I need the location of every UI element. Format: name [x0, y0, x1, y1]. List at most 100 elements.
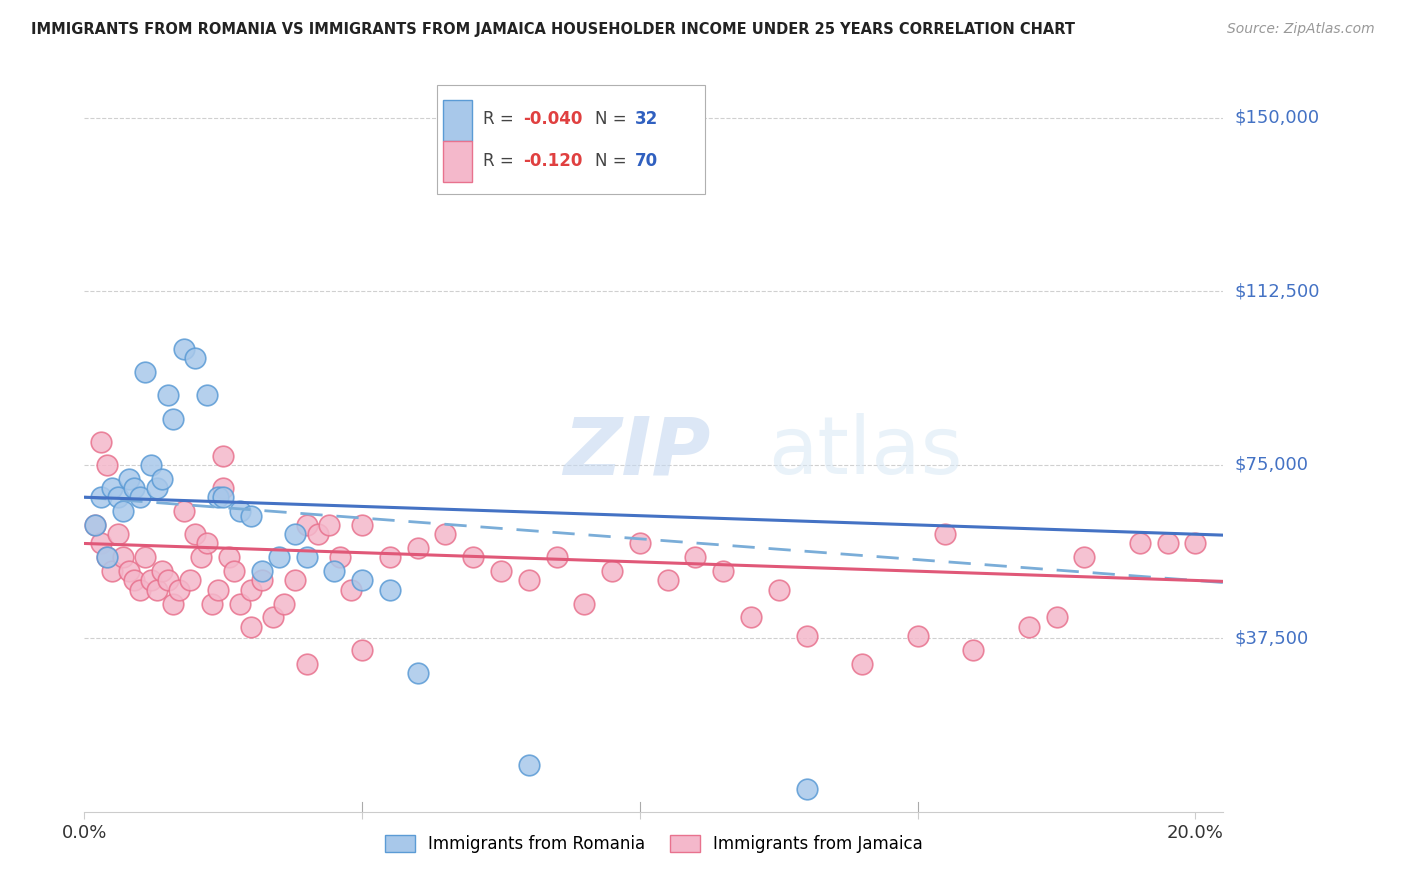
Text: $75,000: $75,000 — [1234, 456, 1309, 474]
Point — [129, 490, 152, 504]
Point — [179, 574, 201, 588]
Point — [150, 472, 173, 486]
Point — [134, 365, 156, 379]
Point — [1045, 610, 1067, 624]
Point — [90, 434, 112, 449]
Point — [195, 536, 218, 550]
Point — [139, 458, 162, 472]
Point — [352, 518, 374, 533]
Point — [267, 550, 290, 565]
Point — [378, 550, 401, 565]
Point — [352, 643, 374, 657]
Text: 32: 32 — [634, 110, 658, 128]
Point — [600, 564, 623, 578]
Bar — [443, 141, 471, 182]
Point — [156, 574, 179, 588]
Point — [207, 582, 229, 597]
Point — [190, 550, 212, 565]
Text: -0.120: -0.120 — [523, 153, 582, 170]
Point — [229, 597, 252, 611]
Legend: Immigrants from Romania, Immigrants from Jamaica: Immigrants from Romania, Immigrants from… — [378, 828, 929, 860]
Point — [295, 657, 318, 671]
Point — [517, 758, 540, 772]
Point — [145, 582, 167, 597]
Text: $150,000: $150,000 — [1234, 109, 1319, 127]
Point — [768, 582, 790, 597]
Point — [118, 564, 141, 578]
Point — [212, 449, 235, 463]
Point — [112, 504, 135, 518]
Text: $37,500: $37,500 — [1234, 629, 1309, 648]
Point — [685, 550, 707, 565]
Point — [378, 582, 401, 597]
Text: N =: N = — [595, 110, 626, 128]
Point — [212, 481, 235, 495]
Point — [96, 550, 118, 565]
Point — [167, 582, 190, 597]
Point — [1073, 550, 1095, 565]
Point — [463, 550, 485, 565]
Point — [406, 541, 429, 555]
Text: Source: ZipAtlas.com: Source: ZipAtlas.com — [1227, 22, 1375, 37]
Point — [340, 582, 363, 597]
Point — [162, 597, 184, 611]
Point — [284, 527, 307, 541]
Point — [124, 574, 146, 588]
Point — [156, 388, 179, 402]
Point — [517, 574, 540, 588]
Point — [284, 574, 307, 588]
Text: ZIP: ZIP — [562, 413, 710, 491]
Text: N =: N = — [595, 153, 626, 170]
Point — [212, 490, 235, 504]
Text: 70: 70 — [634, 153, 658, 170]
Point — [90, 490, 112, 504]
Point — [962, 643, 984, 657]
Point — [262, 610, 284, 624]
Point — [124, 481, 146, 495]
Text: atlas: atlas — [768, 413, 962, 491]
Text: R =: R = — [484, 153, 513, 170]
Point — [240, 508, 263, 523]
Bar — [443, 100, 471, 141]
Text: IMMIGRANTS FROM ROMANIA VS IMMIGRANTS FROM JAMAICA HOUSEHOLDER INCOME UNDER 25 Y: IMMIGRANTS FROM ROMANIA VS IMMIGRANTS FR… — [31, 22, 1076, 37]
FancyBboxPatch shape — [437, 85, 704, 194]
Point — [134, 550, 156, 565]
Point — [295, 518, 318, 533]
Point — [184, 351, 207, 366]
Text: -0.040: -0.040 — [523, 110, 582, 128]
Point — [434, 527, 457, 541]
Point — [1129, 536, 1152, 550]
Point — [796, 629, 818, 643]
Point — [657, 574, 679, 588]
Point — [711, 564, 734, 578]
Point — [195, 388, 218, 402]
Point — [295, 550, 318, 565]
Point — [201, 597, 224, 611]
Point — [129, 582, 152, 597]
Point — [546, 550, 568, 565]
Point — [112, 550, 135, 565]
Point — [250, 574, 273, 588]
Point — [101, 481, 124, 495]
Point — [1156, 536, 1178, 550]
Point — [240, 582, 263, 597]
Point — [406, 665, 429, 680]
Point — [101, 564, 124, 578]
Point — [224, 564, 246, 578]
Point — [851, 657, 873, 671]
Point — [139, 574, 162, 588]
Point — [240, 620, 263, 634]
Point — [489, 564, 512, 578]
Point — [96, 550, 118, 565]
Text: R =: R = — [484, 110, 513, 128]
Text: $112,500: $112,500 — [1234, 283, 1320, 301]
Point — [145, 481, 167, 495]
Point — [90, 536, 112, 550]
Point — [173, 504, 195, 518]
Point — [229, 504, 252, 518]
Point — [107, 490, 129, 504]
Point — [329, 550, 352, 565]
Point — [250, 564, 273, 578]
Point — [273, 597, 295, 611]
Point — [173, 342, 195, 356]
